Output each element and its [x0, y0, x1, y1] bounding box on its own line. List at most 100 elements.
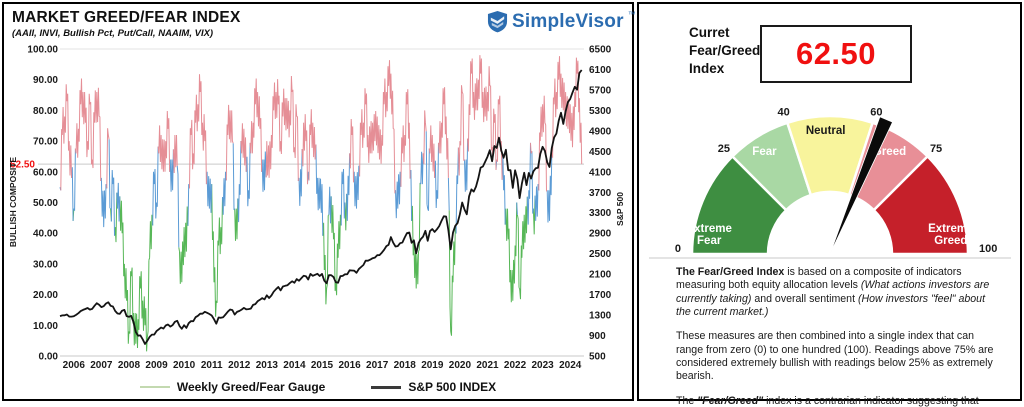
left-axis-tick: 40.00 — [33, 229, 58, 240]
page-title: MARKET GREED/FEAR INDEX — [12, 9, 241, 26]
gauge-series-high — [60, 55, 583, 194]
chart-legend: Weekly Greed/Fear Gauge S&P 500 INDEX — [4, 380, 632, 394]
logo-trademark: ™ — [627, 10, 636, 19]
gauge-segment-label: Neutral — [806, 125, 846, 137]
chart-subtitle: (AAII, INVI, Bullish Pct, Put/Call, NAAI… — [12, 28, 214, 39]
x-axis-year: 2023 — [532, 360, 555, 371]
gauge-tick-label: 75 — [930, 143, 942, 155]
x-axis-year: 2022 — [504, 360, 527, 371]
gauge-series-low — [72, 182, 536, 352]
simplevisor-shield-icon — [487, 11, 508, 33]
chart-panel: 0.00 10.00 20.00 30.00 40.00 50.00 60.00 70.00 8… — [2, 2, 636, 401]
logo-text: SimpleVisor — [512, 10, 624, 32]
right-axis-tick: 5700 — [589, 85, 612, 96]
text-run: "Fear/Greed" — [697, 394, 764, 407]
legend-item: Weekly Greed/Fear Gauge — [139, 380, 326, 394]
current-index-value: 62.50 — [795, 36, 877, 71]
x-axis-year: 2009 — [145, 360, 168, 371]
left-axis-tick: 90.00 — [33, 75, 58, 86]
gauge-tick-label: 40 — [778, 106, 790, 118]
x-axis-year: 2007 — [90, 360, 113, 371]
left-axis-title: BULLISH COMPOSITE — [8, 157, 18, 248]
legend-label: Weekly Greed/Fear Gauge — [176, 380, 326, 394]
gauge-series-mid — [59, 131, 553, 248]
x-axis-year: 2013 — [256, 360, 279, 371]
text-run: (How investors "feel" about the current … — [676, 292, 986, 319]
gauge-tick-label: 100 — [979, 243, 997, 255]
simplevisor-logo[interactable]: SimpleVisor ™ — [487, 10, 636, 33]
gauge-tick-label: 60 — [870, 106, 882, 118]
sp500-series — [59, 69, 583, 345]
left-axis-tick: 0.00 — [39, 352, 59, 363]
right-axis-tick: 2500 — [589, 249, 612, 260]
x-axis-year: 2010 — [173, 360, 196, 371]
left-axis-tick: 60.00 — [33, 167, 58, 178]
x-axis-year: 2021 — [476, 360, 499, 371]
explanation-text: The Fear/Greed Index is based on a compo… — [676, 266, 994, 407]
x-axis-year: 2011 — [201, 360, 223, 371]
text-run: is based on a composite of indicators me… — [676, 266, 962, 292]
threshold-label: 62.50 — [10, 160, 35, 171]
right-axis-tick: 4500 — [589, 147, 612, 158]
current-index-value-box: 62.50 — [760, 25, 912, 83]
right-axis-tick: 5300 — [589, 106, 612, 117]
left-axis-tick: 80.00 — [33, 106, 58, 117]
explanation-paragraph: These measures are then combined into a … — [676, 330, 994, 383]
right-axis-tick: 1700 — [589, 290, 612, 301]
right-axis-tick: 500 — [589, 352, 606, 363]
x-axis-year: 2024 — [559, 360, 582, 371]
right-axis-tick: 4900 — [589, 126, 612, 137]
left-axis-tick: 70.00 — [33, 137, 58, 148]
text-run: The Fear/Greed Index — [676, 266, 785, 278]
right-axis-tick: 4100 — [589, 167, 612, 178]
x-axis-year: 2017 — [366, 360, 389, 371]
right-axis-tick: 2900 — [589, 229, 612, 240]
right-axis-tick: 3700 — [589, 188, 612, 199]
gauge-needle — [829, 116, 894, 255]
x-axis-year: 2018 — [394, 360, 417, 371]
legend-label: S&P 500 INDEX — [408, 380, 497, 394]
right-axis-tick: 3300 — [589, 208, 612, 219]
x-axis-year: 2014 — [283, 360, 306, 371]
gauge-panel: Curret Fear/Greed Index 62.50 Extreme Fea… — [637, 2, 1022, 407]
left-axis-tick: 50.00 — [33, 198, 58, 209]
x-axis-year: 2019 — [421, 360, 444, 371]
text-run: The — [676, 394, 698, 407]
gauge-segment-label: Greed — [873, 146, 906, 158]
left-axis-tick: 30.00 — [33, 259, 58, 270]
explanation-paragraph: The Fear/Greed Index is based on a compo… — [676, 266, 994, 319]
right-axis-tick: 2100 — [589, 270, 612, 281]
left-axis-tick: 100.00 — [27, 45, 58, 56]
right-axis-tick: 6500 — [589, 45, 612, 56]
x-axis-year: 2008 — [118, 360, 141, 371]
gauge-segment-label: Extreme Fear — [686, 223, 731, 247]
gauge-heading: Curret Fear/Greed Index — [689, 25, 761, 77]
left-axis-tick: 20.00 — [33, 290, 58, 301]
right-axis-tick: 1300 — [589, 311, 612, 322]
right-axis-tick: 900 — [589, 331, 606, 342]
x-axis-year: 2020 — [449, 360, 472, 371]
text-run: and overall sentiment — [751, 292, 858, 305]
x-axis-year: 2015 — [311, 360, 334, 371]
gauge-segment-label: Fear — [752, 146, 777, 158]
greed-fear-timeseries-chart: 0.00 10.00 20.00 30.00 40.00 50.00 60.00 70.00 8… — [8, 45, 625, 372]
legend-swatch — [371, 385, 402, 389]
right-axis-tick: 6100 — [589, 65, 612, 76]
gauge-tick-label: 25 — [718, 143, 730, 155]
gauge-segment-label: Extreme Greed — [928, 223, 973, 247]
gauge-segment-extreme-greed — [872, 154, 970, 256]
fear-greed-gauge: Extreme Fear Fear Neutral Greed Extreme Greed 0… — [649, 106, 1011, 259]
left-axis-tick: 10.00 — [33, 321, 58, 332]
text-run: index is a contrarian indicator suggesti… — [766, 394, 979, 407]
x-axis-year: 2006 — [63, 360, 86, 371]
x-axis-year: 2012 — [228, 360, 251, 371]
legend-swatch — [139, 386, 170, 388]
right-axis-title: S&P 500 — [615, 192, 625, 226]
text-run: These measures are then combined into a … — [676, 330, 994, 383]
gauge-tick-label: 0 — [675, 243, 681, 255]
explanation-paragraph: The "Fear/Greed" index is a contrarian i… — [676, 395, 994, 407]
x-axis-year: 2016 — [338, 360, 361, 371]
text-run: (What actions investors are currently ta… — [676, 279, 990, 305]
legend-item: S&P 500 INDEX — [371, 380, 496, 394]
